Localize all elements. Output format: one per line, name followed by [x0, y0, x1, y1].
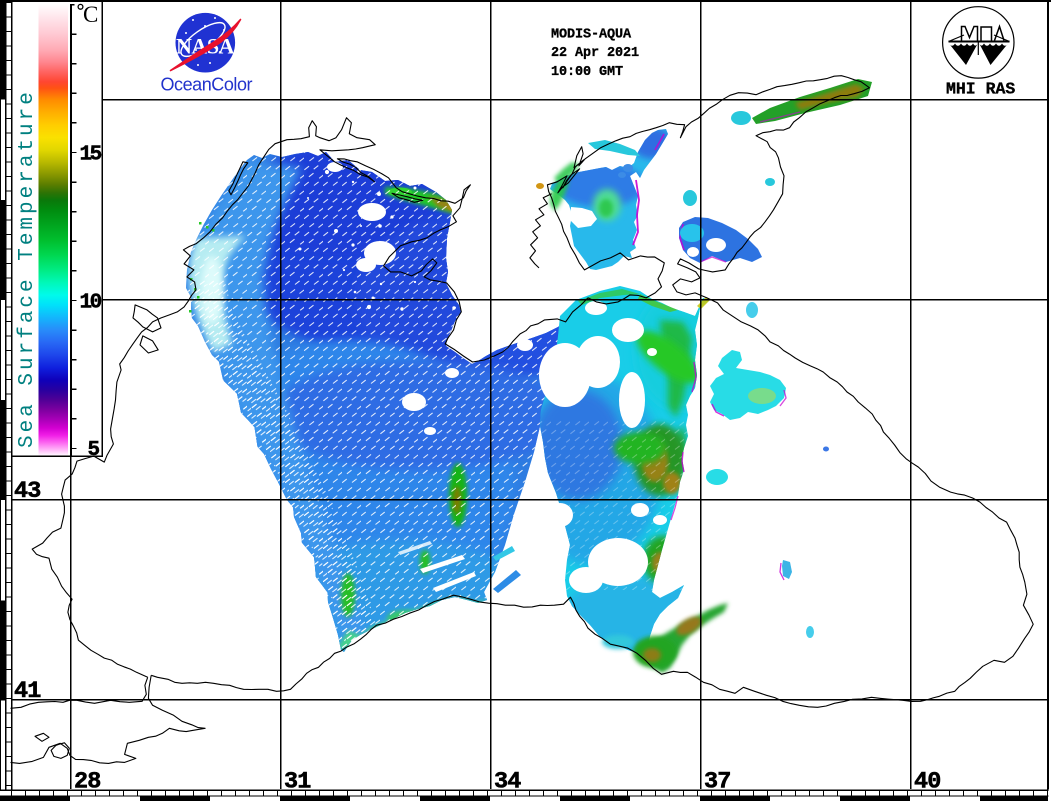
- svg-text:15: 15: [80, 143, 102, 166]
- svg-text:22 Apr 2021: 22 Apr 2021: [551, 46, 639, 61]
- svg-text:28: 28: [74, 769, 101, 796]
- svg-text:10:00 GMT: 10:00 GMT: [551, 65, 623, 80]
- svg-text:41: 41: [14, 678, 41, 705]
- svg-text:40: 40: [914, 769, 941, 796]
- svg-text:43: 43: [14, 478, 41, 505]
- svg-text:MODIS-AQUA: MODIS-AQUA: [551, 27, 632, 42]
- svg-text:31: 31: [284, 769, 311, 796]
- svg-text:Sea Surface Temperature: Sea Surface Temperature: [16, 89, 39, 448]
- svg-text:C: C: [83, 2, 98, 27]
- svg-text:34: 34: [494, 769, 521, 796]
- svg-text:MHI RAS: MHI RAS: [946, 80, 1015, 99]
- svg-text:10: 10: [80, 291, 102, 314]
- svg-text:OceanColor: OceanColor: [161, 75, 253, 95]
- svg-text:37: 37: [704, 769, 731, 796]
